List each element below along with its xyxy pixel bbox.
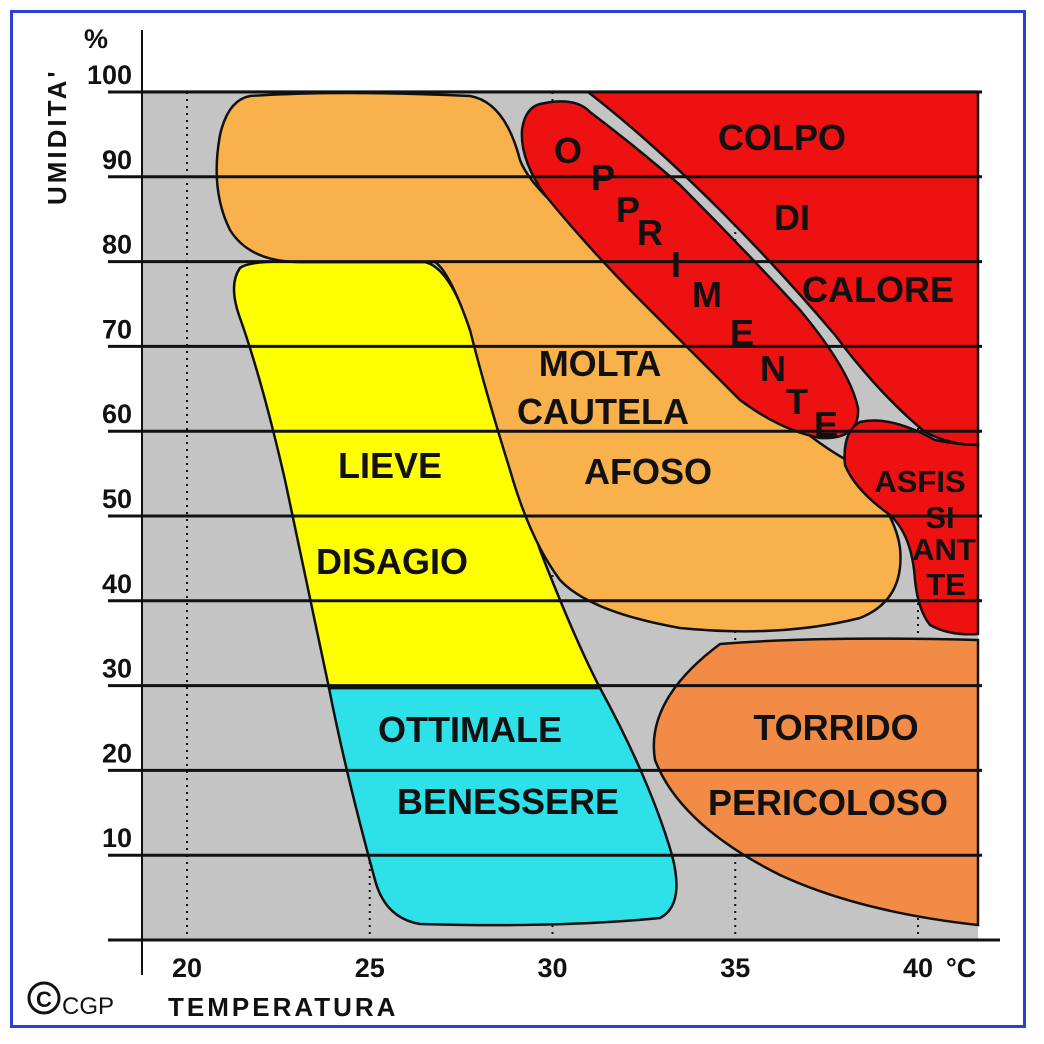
asfissiante-label-3: ANT [912,532,976,567]
zone-asfissiante [843,419,980,636]
zone-lieve-disagio [232,260,603,690]
zone-torrido-pericoloso [652,637,980,927]
x-tick-label-35: 35 [720,953,750,983]
torrido-pericoloso-label-1: TORRIDO [753,707,918,748]
y-tick-label-70: 70 [102,314,132,344]
opprimente-letter-2: P [591,157,615,198]
copyright-symbol: C [36,987,52,1012]
opprimente-letter-5: I [671,244,681,285]
asfissiante-label-4: TE [926,567,966,602]
y-tick-label-10: 10 [102,823,132,853]
copyright-icon [27,981,61,1015]
zone-labels: OTTIMALE BENESSERE LIEVE DISAGIO MOLTA CAUTEL… [316,117,976,823]
colpo-di-calore-label-1: COLPO [718,117,846,158]
colpo-di-calore-label-3: CALORE [802,269,954,310]
x-tick-labels: 20 25 30 35 40 [172,953,933,983]
zone-benessere [327,686,678,927]
colpo-di-calore-label-2: DI [774,197,810,238]
x-axis-unit: °C [946,953,976,983]
x-tick-label-25: 25 [355,953,385,983]
benessere-label-2: BENESSERE [397,781,619,822]
opprimente-letter-10: E [814,404,838,445]
molta-cautela-label-2: CAUTELA [517,391,689,432]
y-tick-label-20: 20 [102,738,132,768]
y-tick-label-100: 100 [87,60,132,90]
opprimente-letter-8: N [760,348,786,389]
lieve-disagio-label-2: DISAGIO [316,541,468,582]
x-tick-label-20: 20 [172,953,202,983]
y-tick-label-80: 80 [102,230,132,260]
torrido-pericoloso-label-2: PERICOLOSO [708,782,948,823]
asfissiante-label-1: ASFIS [874,464,965,499]
x-axis-title: TEMPERATURA [168,992,398,1022]
asfissiante-label-2: SI [925,500,954,535]
y-tick-label-60: 60 [102,399,132,429]
y-tick-label-40: 40 [102,569,132,599]
opprimente-letter-3: P [616,189,640,230]
benessere-label-1: OTTIMALE [378,709,562,750]
y-tick-labels: 100 90 80 70 60 50 40 30 20 10 [87,60,132,853]
y-tick-label-90: 90 [102,145,132,175]
lieve-disagio-label-1: LIEVE [338,445,442,486]
y-axis-unit: % [84,24,108,54]
horizontal-gridlines [108,90,982,857]
zone-colpo-di-calore [584,90,980,447]
y-tick-label-30: 30 [102,654,132,684]
y-axis-title: UMIDITA' [42,68,72,205]
x-tick-label-30: 30 [537,953,567,983]
opprimente-letter-1: O [554,130,582,171]
y-tick-label-50: 50 [102,484,132,514]
opprimente-letter-9: T [786,381,808,422]
opprimente-letter-6: M [692,274,722,315]
credit-label: CGP [62,993,114,1020]
opprimente-letter-4: R [637,212,663,253]
x-tick-label-40: 40 [903,953,933,983]
molta-cautela-label-1: MOLTA [539,343,662,384]
afoso-label-1: AFOSO [584,451,712,492]
opprimente-letter-7: E [730,312,754,353]
